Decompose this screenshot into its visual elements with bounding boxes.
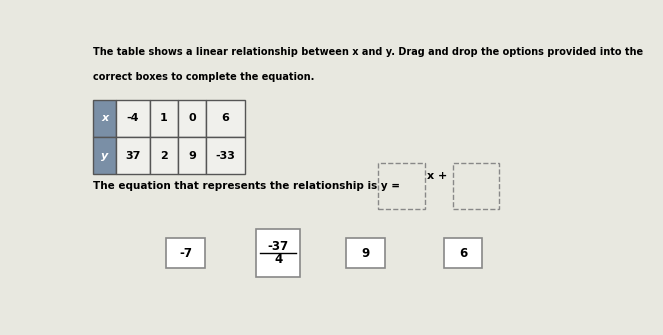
Text: 37: 37 bbox=[125, 151, 141, 161]
Text: x +: x + bbox=[427, 171, 448, 181]
Text: -7: -7 bbox=[179, 247, 192, 260]
Text: -37: -37 bbox=[268, 240, 288, 253]
Text: 4: 4 bbox=[274, 253, 282, 266]
FancyBboxPatch shape bbox=[178, 99, 206, 137]
Text: 6: 6 bbox=[459, 247, 467, 260]
Text: 0: 0 bbox=[188, 113, 196, 123]
Text: correct boxes to complete the equation.: correct boxes to complete the equation. bbox=[93, 72, 314, 82]
Text: 6: 6 bbox=[221, 113, 229, 123]
Text: The equation that represents the relationship is y =: The equation that represents the relatio… bbox=[93, 181, 400, 191]
FancyBboxPatch shape bbox=[150, 137, 178, 174]
Text: 2: 2 bbox=[160, 151, 168, 161]
Text: 1: 1 bbox=[160, 113, 168, 123]
FancyBboxPatch shape bbox=[178, 137, 206, 174]
Text: 9: 9 bbox=[188, 151, 196, 161]
FancyBboxPatch shape bbox=[93, 137, 116, 174]
FancyBboxPatch shape bbox=[206, 99, 245, 137]
Text: -33: -33 bbox=[215, 151, 235, 161]
Text: x: x bbox=[101, 113, 108, 123]
FancyBboxPatch shape bbox=[116, 137, 150, 174]
FancyBboxPatch shape bbox=[93, 99, 116, 137]
FancyBboxPatch shape bbox=[346, 238, 385, 268]
FancyBboxPatch shape bbox=[150, 99, 178, 137]
Text: y: y bbox=[101, 151, 108, 161]
Text: -4: -4 bbox=[127, 113, 139, 123]
Text: 9: 9 bbox=[361, 247, 369, 260]
FancyBboxPatch shape bbox=[206, 137, 245, 174]
FancyBboxPatch shape bbox=[116, 99, 150, 137]
FancyBboxPatch shape bbox=[257, 229, 300, 277]
FancyBboxPatch shape bbox=[444, 238, 483, 268]
FancyBboxPatch shape bbox=[166, 238, 205, 268]
Text: The table shows a linear relationship between x and y. Drag and drop the options: The table shows a linear relationship be… bbox=[93, 47, 643, 57]
